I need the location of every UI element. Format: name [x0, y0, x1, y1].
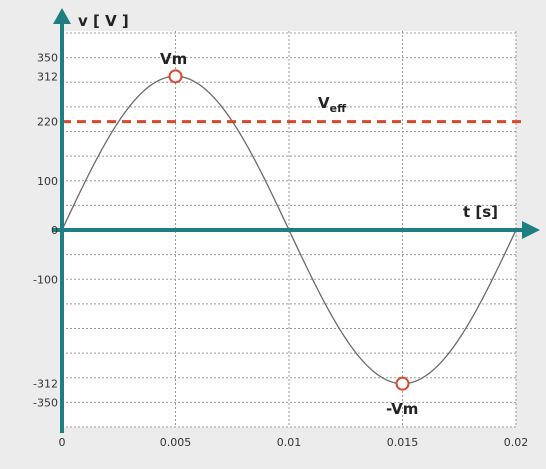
y-tick-label: 220	[37, 116, 58, 129]
y-tick-label: -312	[33, 378, 58, 391]
x-tick-label: 0.02	[504, 436, 529, 449]
tick-labels: 350 312 220 100 0 -100 -312 -350 0 0.005 0.01 0.015…	[33, 52, 528, 449]
x-tick-label: 0.005	[160, 436, 192, 449]
annotation-vm: Vm	[160, 50, 187, 68]
annotation-neg-vm: -Vm	[386, 400, 418, 418]
peak-marker	[168, 69, 183, 84]
x-tick-label: 0.015	[387, 436, 419, 449]
x-axis-title: t [s]	[463, 203, 498, 221]
y-axis-arrow	[53, 8, 71, 24]
y-axis-title: v [ V ]	[78, 12, 129, 30]
axes	[52, 8, 540, 433]
x-tick-label: 0	[59, 436, 66, 449]
y-tick-label: 100	[37, 175, 58, 188]
x-axis-arrow	[522, 221, 540, 239]
y-tick-label: 312	[37, 70, 58, 83]
markers	[168, 69, 410, 391]
x-tick-label: 0.01	[277, 436, 302, 449]
reference-label-sub: eff	[330, 102, 346, 115]
y-tick-label: -350	[33, 396, 58, 409]
reference-line-label: Veff	[318, 94, 346, 115]
reference-label-main: V	[318, 94, 330, 112]
peak-marker	[395, 376, 410, 391]
y-tick-label: 0	[51, 224, 58, 237]
y-tick-label: 350	[37, 52, 58, 65]
y-tick-label: -100	[33, 273, 58, 286]
